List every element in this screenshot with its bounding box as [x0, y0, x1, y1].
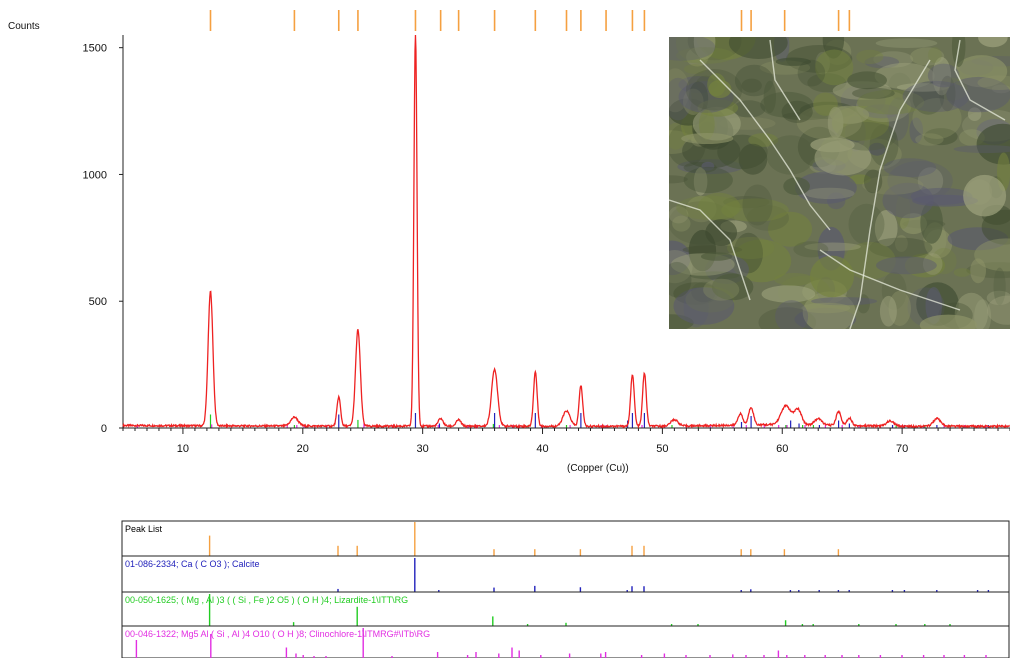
- y-tick-label: 0: [101, 423, 107, 435]
- x-tick-label: 60: [776, 443, 788, 455]
- plot-area: 0 500 1000 1500 10 20 30 40 50 60 70: [83, 35, 1010, 455]
- x-tick-label: 30: [417, 443, 429, 455]
- reference-panel: [121, 591, 1010, 627]
- reference-pattern-label: 01-086-2334; Ca ( C O3 ); Calcite: [125, 559, 260, 569]
- y-tick-label: 1000: [83, 169, 107, 181]
- x-ticks: 10 20 30 40 50 60 70: [177, 428, 908, 455]
- y-axis-title: Counts: [8, 21, 40, 32]
- x-tick-label: 10: [177, 443, 189, 455]
- y-ticks: 0 500 1000 1500: [83, 43, 123, 435]
- reference-panels: Peak List 01-086-2334; Ca ( C O3 ); Calci…: [121, 520, 1010, 658]
- x-axis-title: (Copper (Cu)): [567, 463, 629, 474]
- x-tick-label: 20: [297, 443, 309, 455]
- y-tick-label: 1500: [83, 43, 107, 55]
- reference-panel: [121, 520, 1010, 557]
- y-tick-label: 500: [89, 296, 107, 308]
- x-tick-label: 40: [536, 443, 548, 455]
- sample-photo: [669, 37, 1010, 329]
- reference-panel: [121, 625, 1010, 658]
- x-tick-label: 70: [896, 443, 908, 455]
- peak-marker-strip: [209, 10, 851, 31]
- x-tick-label: 50: [656, 443, 668, 455]
- reference-pattern-label: 00-050-1625; ( Mg , Al )3 ( ( Si , Fe )2…: [125, 595, 408, 605]
- peak-list-title: Peak List: [125, 524, 163, 534]
- reference-pattern-label: 00-046-1322; Mg5 Al ( Si , Al )4 O10 ( O…: [125, 629, 430, 639]
- observed-pattern-line: [122, 34, 1010, 430]
- minor-x-ticks: [122, 428, 1010, 431]
